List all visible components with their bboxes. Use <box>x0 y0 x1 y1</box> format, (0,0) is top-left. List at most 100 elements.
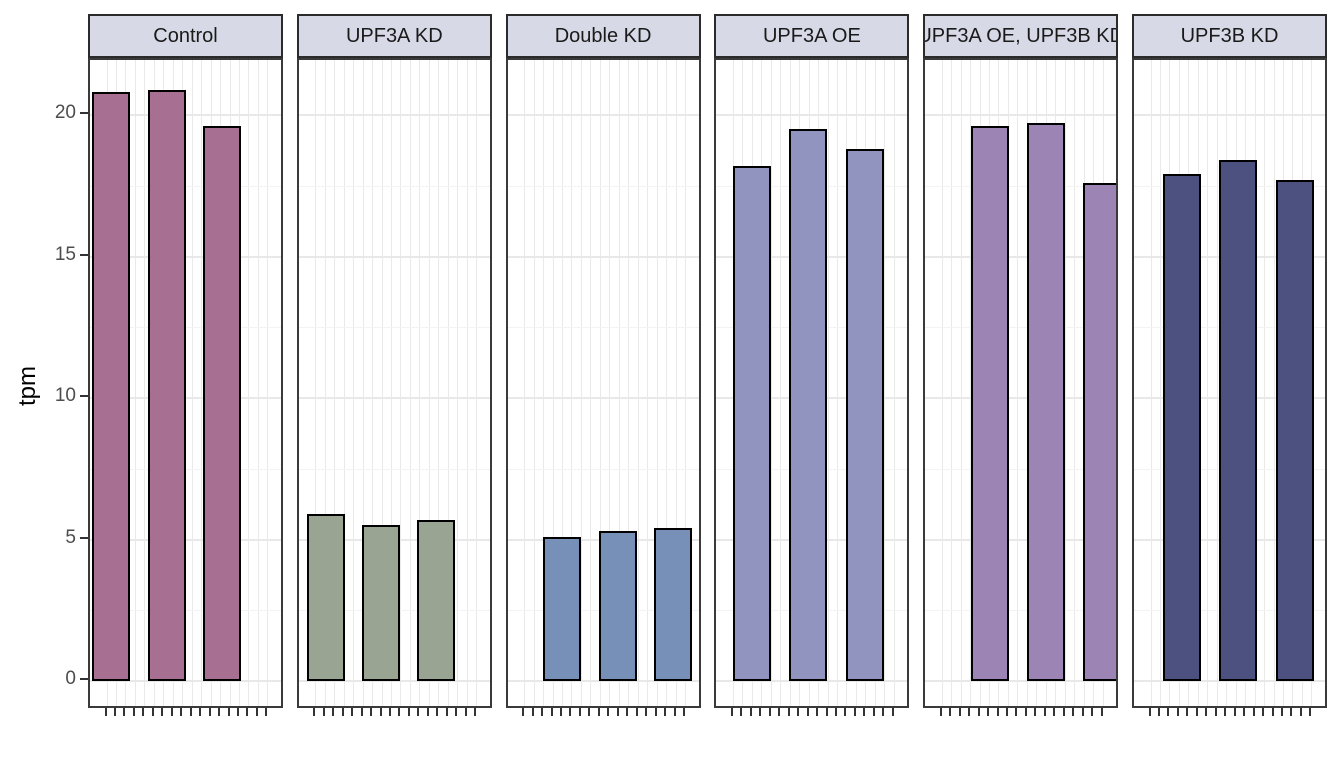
x-tick-mark <box>531 708 534 716</box>
x-tick-mark <box>426 708 429 716</box>
x-tick-mark <box>597 708 600 716</box>
vertical-gridline <box>400 60 402 706</box>
x-tick-mark <box>607 708 610 716</box>
x-tick-mark <box>189 708 192 716</box>
x-tick-mark <box>664 708 667 716</box>
minor-gridline <box>925 610 1117 612</box>
vertical-gridline <box>267 60 269 706</box>
major-gridline <box>507 680 699 682</box>
major-gridline <box>1134 680 1325 682</box>
facet-strip: Double KD <box>505 14 701 58</box>
x-tick-mark <box>1072 708 1075 716</box>
x-tick-mark <box>113 708 116 716</box>
vertical-gridline <box>428 60 430 706</box>
x-tick-mark <box>835 708 838 716</box>
vertical-gridline <box>1273 60 1275 706</box>
x-tick-mark <box>559 708 562 716</box>
vertical-gridline <box>552 60 554 706</box>
vertical-gridline <box>476 60 478 706</box>
vertical-gridline <box>257 60 259 706</box>
bar <box>1219 160 1258 681</box>
x-tick-mark <box>825 708 828 716</box>
x-tick-mark <box>806 708 809 716</box>
x-tick-mark <box>939 708 942 716</box>
x-tick-mark <box>104 708 107 716</box>
x-tick-mark <box>123 708 126 716</box>
y-tick-mark <box>80 536 88 539</box>
bar <box>543 536 582 681</box>
vertical-gridline <box>1074 60 1076 706</box>
bar <box>1027 123 1066 681</box>
y-tick-mark <box>80 112 88 114</box>
y-tick-mark <box>80 395 88 397</box>
vertical-gridline <box>447 60 449 706</box>
facet-panel <box>505 58 701 708</box>
vertical-gridline <box>1150 60 1152 706</box>
x-tick-mark <box>977 708 980 716</box>
x-tick-mark <box>949 708 952 716</box>
x-tick-mark <box>958 708 961 716</box>
vertical-gridline <box>409 60 411 706</box>
facet-strip: Control <box>88 14 283 58</box>
vertical-gridline <box>1159 60 1161 706</box>
major-gridline <box>298 680 490 682</box>
x-tick-mark <box>759 708 762 716</box>
facet-strip-label: Double KD <box>554 24 652 47</box>
x-tick-mark <box>853 708 856 716</box>
x-tick-mark <box>1081 708 1084 716</box>
vertical-gridline <box>960 60 962 706</box>
vertical-gridline <box>599 60 601 706</box>
facet-strip: UPF3A OE <box>714 14 910 58</box>
major-gridline <box>925 255 1117 258</box>
bar <box>598 531 637 681</box>
x-tick-mark <box>417 708 420 716</box>
major-gridline <box>1134 114 1325 116</box>
vertical-gridline <box>524 60 526 706</box>
x-tick-mark <box>740 708 743 716</box>
x-tick-mark <box>626 708 629 716</box>
major-gridline <box>925 114 1117 116</box>
x-tick-mark <box>1195 708 1198 716</box>
x-tick-mark <box>199 708 202 716</box>
x-tick-mark <box>1015 708 1018 716</box>
x-tick-mark <box>436 708 439 716</box>
vertical-gridline <box>941 60 943 706</box>
major-gridline <box>507 397 699 399</box>
vertical-gridline <box>457 60 459 706</box>
vertical-gridline <box>1017 60 1019 706</box>
vertical-gridline <box>837 60 838 706</box>
x-tick-mark <box>132 708 135 716</box>
major-gridline <box>925 397 1117 399</box>
x-tick-mark <box>1262 708 1265 716</box>
minor-gridline <box>298 185 490 187</box>
vertical-gridline <box>372 60 374 706</box>
y-tick-mark <box>80 253 88 256</box>
bar <box>361 525 400 681</box>
x-tick-mark <box>1233 708 1236 716</box>
vertical-gridline <box>134 60 136 706</box>
x-tick-mark <box>1167 708 1170 716</box>
vertical-gridline <box>628 60 630 706</box>
x-tick-mark <box>891 708 894 716</box>
x-tick-mark <box>322 708 325 716</box>
x-tick-mark <box>407 708 410 716</box>
minor-gridline <box>507 185 699 187</box>
x-tick-mark <box>683 708 685 716</box>
x-tick-mark <box>1224 708 1227 716</box>
minor-gridline <box>925 185 1117 187</box>
vertical-gridline <box>666 60 668 706</box>
vertical-gridline <box>334 60 336 706</box>
bar <box>307 514 346 681</box>
x-tick-mark <box>749 708 752 716</box>
vertical-gridline <box>381 60 383 706</box>
vertical-gridline <box>191 60 193 706</box>
x-tick-mark <box>313 708 316 716</box>
bar <box>1082 182 1117 681</box>
vertical-gridline <box>647 60 649 706</box>
x-tick-mark <box>1205 708 1208 716</box>
x-tick-mark <box>1271 708 1274 716</box>
x-tick-mark <box>332 708 335 716</box>
major-gridline <box>925 538 1117 541</box>
vertical-gridline <box>1207 60 1209 706</box>
vertical-gridline <box>353 60 355 706</box>
